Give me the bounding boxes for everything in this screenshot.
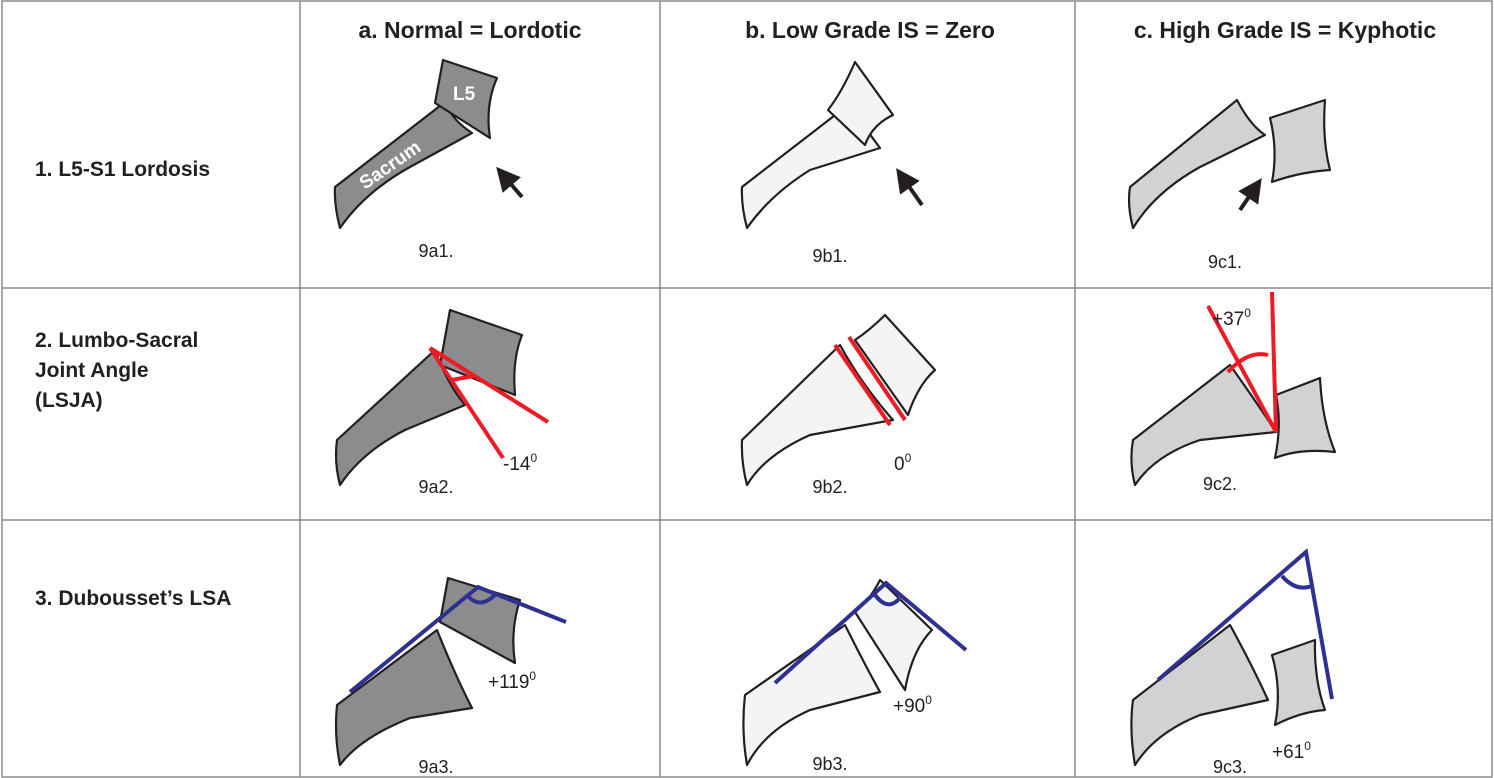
- angle-unit: 0: [1304, 739, 1311, 753]
- row-label: (LSJA): [35, 389, 103, 412]
- angle-unit: 0: [530, 451, 537, 465]
- caption: 9a1.: [418, 241, 453, 261]
- caption: 9a2.: [418, 477, 453, 497]
- caption: 9c3.: [1213, 757, 1247, 777]
- row-label: 2. Lumbo-Sacral: [35, 329, 198, 352]
- angle-unit: 0: [925, 693, 932, 707]
- angle-value: +119: [488, 672, 529, 693]
- angle-value: +37: [1212, 309, 1244, 330]
- vertebrae-9b1: [742, 62, 922, 228]
- vertebrae-9c1: [1129, 100, 1330, 228]
- angle-label: 00: [894, 451, 912, 475]
- caption: 9c1.: [1208, 252, 1242, 272]
- angle-label: -140: [503, 451, 537, 475]
- vertebrae-9a1: [335, 60, 522, 228]
- column-header: c. High Grade IS = Kyphotic: [1134, 17, 1436, 43]
- angle-unit: 0: [529, 669, 536, 683]
- row-label: 3. Dubousset’s LSA: [35, 587, 231, 610]
- angle-value: 0: [894, 454, 905, 475]
- caption: 9c2.: [1203, 474, 1237, 494]
- caption: 9b1.: [812, 246, 847, 266]
- row-label: Joint Angle: [35, 359, 149, 382]
- caption: 9b3.: [812, 754, 847, 774]
- angle-value: +90: [893, 696, 925, 717]
- angle-label: +610: [1272, 739, 1311, 763]
- caption: 9a3.: [418, 757, 453, 777]
- vertebra-label: L5: [453, 84, 476, 105]
- angle-label: +900: [893, 693, 932, 717]
- figure: a. Normal = Lordotic b. Low Grade IS = Ze…: [0, 0, 1494, 778]
- angle-unit: 0: [905, 451, 912, 465]
- table-grid: [2, 1, 1492, 777]
- caption: 9b2.: [812, 477, 847, 497]
- angle-unit: 0: [1244, 306, 1251, 320]
- vertebrae-9b3: [743, 580, 966, 765]
- angle-label: +1190: [488, 669, 536, 693]
- angle-label: +370: [1212, 306, 1251, 330]
- vertebrae-9c3: [1131, 552, 1332, 765]
- angle-value: -14: [503, 454, 531, 475]
- column-header: b. Low Grade IS = Zero: [745, 17, 995, 43]
- row-label: 1. L5-S1 Lordosis: [35, 158, 210, 181]
- angle-value: +61: [1272, 742, 1304, 763]
- column-header: a. Normal = Lordotic: [358, 17, 581, 43]
